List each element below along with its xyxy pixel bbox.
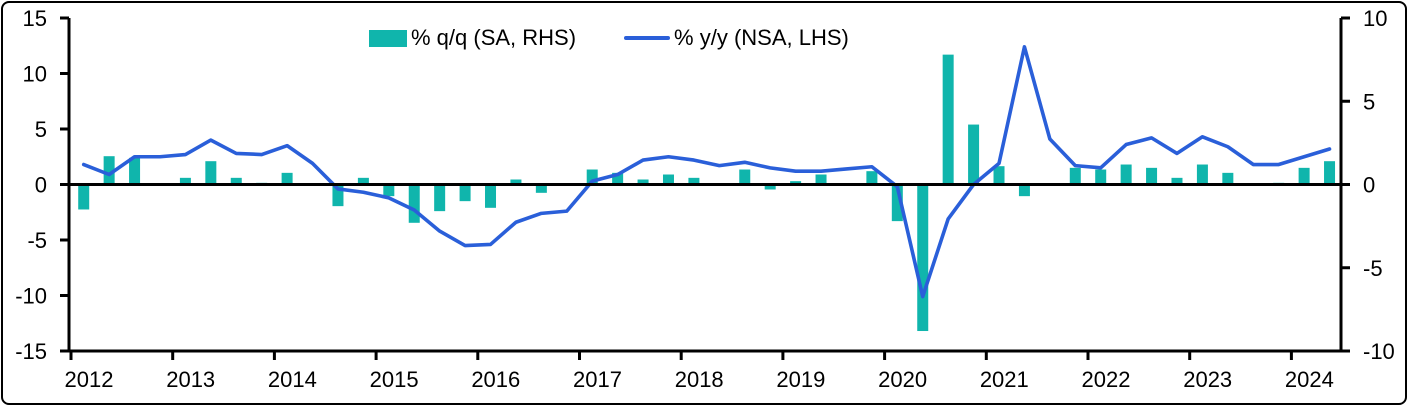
qq-bar [1069,167,1081,185]
right-axis-tick-label: -10 [1363,339,1395,364]
x-axis-year-label: 2017 [573,367,622,392]
qq-bar [434,184,446,212]
qq-bar [103,156,115,185]
qq-bar [535,184,547,193]
qq-bar [129,157,141,185]
qq-bar [357,177,369,185]
x-axis-year-label: 2023 [1183,367,1232,392]
qq-bar [739,169,751,185]
left-axis-tick-label: 0 [35,173,47,198]
qq-bar [332,184,344,207]
qq-bar [205,161,217,185]
bar-series-swatch-icon [369,29,407,47]
x-axis-year-label: 2019 [776,367,825,392]
qq-bar [764,184,776,190]
qq-bar [1324,161,1336,185]
x-axis-year-label: 2018 [675,367,724,392]
right-axis-tick-label: -5 [1363,256,1383,281]
qq-bar [1095,169,1107,185]
qq-bar [1298,167,1310,185]
qq-bar [459,184,471,202]
left-axis-tick-label: -10 [15,284,47,309]
qq-bar [942,54,954,185]
qq-bar [790,181,802,185]
qq-bar [917,184,929,332]
qq-bar [510,179,522,185]
qq-bar [281,172,293,185]
qq-bar [1120,164,1132,185]
combo-chart-canvas: 15 10 5 0 -5 -10 -15 10 5 0 -5 -10 2012 2013 2014 2015 2… [15,6,1395,392]
qq-bar [637,179,649,185]
legend-item-yy: % y/y (NSA, LHS) [624,25,849,51]
left-axis-tick-label: -5 [27,228,47,253]
legend-item-qq: % q/q (SA, RHS) [369,25,576,51]
qq-bar [891,184,903,222]
right-axis-tick-label: 0 [1363,173,1375,198]
qq-bar [230,177,242,185]
x-axis-year-label: 2022 [1082,367,1131,392]
qq-bar [586,169,598,185]
x-axis-year-label: 2016 [471,367,520,392]
left-axis-tick-label: 15 [23,6,47,31]
qq-bar [1146,167,1158,185]
right-axis-tick-label: 5 [1363,89,1375,114]
qq-bar [78,184,90,210]
qq-bar [1196,164,1208,185]
legend-label-yy: % y/y (NSA, LHS) [674,25,849,50]
qq-bar [968,124,980,185]
qq-bar [662,174,674,185]
qq-bar [688,177,700,185]
x-axis-year-label: 2021 [980,367,1029,392]
x-axis-year-label: 2024 [1285,367,1334,392]
qq-bar [383,184,395,197]
chart-legend: % q/q (SA, RHS) % y/y (NSA, LHS) [369,25,849,51]
qq-bar [815,174,827,185]
yy-line [81,45,1332,299]
qq-bar [866,171,878,185]
left-axis-tick-label: 10 [23,62,47,87]
qq-bar [179,177,191,185]
right-axis-tick-label: 10 [1363,6,1387,31]
x-axis-year-label: 2020 [878,367,927,392]
x-axis-year-label: 2012 [65,367,114,392]
qq-bar [408,184,420,223]
qq-bar [1171,177,1183,185]
x-axis-year-label: 2015 [370,367,419,392]
legend-label-qq: % q/q (SA, RHS) [411,25,577,50]
qq-bar [612,172,624,185]
line-series-swatch-icon [624,36,671,40]
qq-bar [993,166,1005,185]
qq-bar [1018,184,1030,197]
left-axis-tick-label: 5 [35,117,47,142]
qq-bar [485,184,497,208]
x-axis-year-label: 2014 [268,367,317,392]
left-axis-tick-label: -15 [15,339,47,364]
x-axis-year-label: 2013 [166,367,215,392]
qq-bar [1222,172,1234,185]
